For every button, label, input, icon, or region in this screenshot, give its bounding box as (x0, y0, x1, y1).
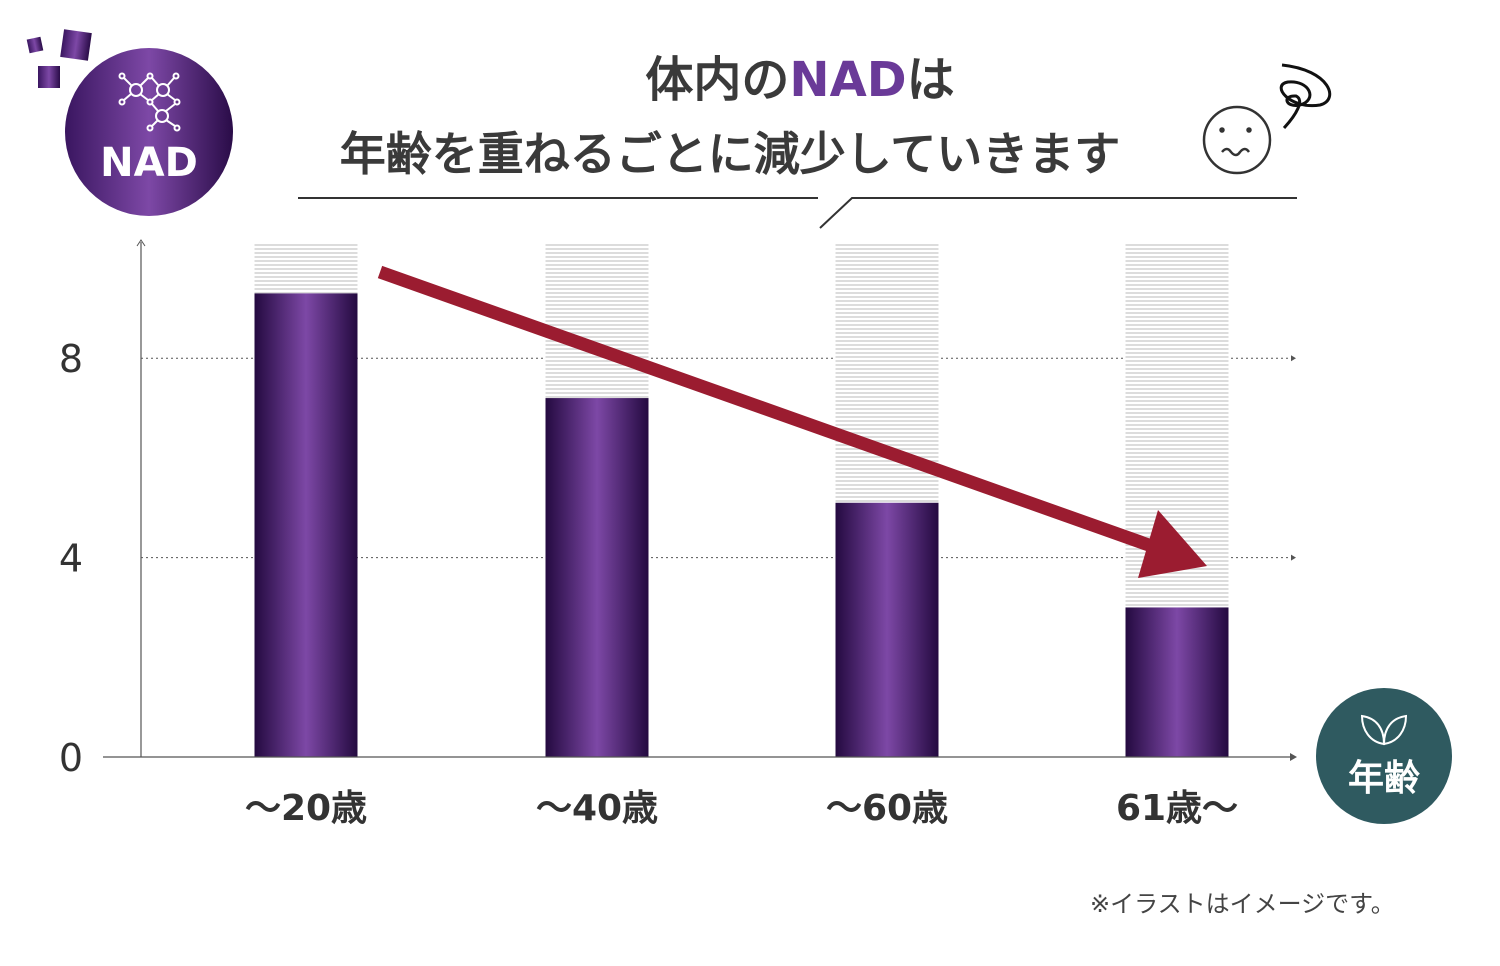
gridline-arrow (1291, 554, 1296, 561)
chart-title-line1: 体内のNADは (300, 40, 1300, 110)
y-tick-label: 8 (59, 337, 83, 381)
y-tick-label: 0 (59, 736, 83, 780)
nad-badge-label: NAD (100, 140, 198, 186)
speech-underline (298, 197, 1297, 229)
scribble-icon (1279, 63, 1332, 130)
title-accent: NAD (789, 52, 907, 108)
age-badge: 年齢 (1316, 688, 1452, 824)
x-tick-label: 〜20歳 (245, 788, 367, 829)
x-tick-label: 61歳〜 (1116, 788, 1238, 829)
bar-background (254, 243, 358, 294)
molecule-icon (118, 72, 181, 132)
bar-1 (545, 398, 649, 757)
trend-arrow (377, 265, 1207, 578)
bar-background (545, 243, 649, 399)
worried-face-icon (1202, 105, 1272, 175)
bar-2 (835, 502, 939, 757)
x-tick-label: 〜60歳 (826, 788, 948, 829)
age-badge-label: 年齢 (1348, 758, 1420, 799)
title-pre: 体内の (645, 52, 790, 108)
gridline-arrow (1291, 355, 1296, 362)
bar-0 (254, 293, 358, 757)
y-tick-label: 4 (59, 537, 83, 581)
bar-3 (1125, 607, 1229, 757)
nad-badge: NAD (26, 29, 233, 216)
leaf-icon (1360, 714, 1408, 746)
footnote: ※イラストはイメージです。 (1090, 890, 1395, 918)
chart-title-line2: 年齢を重ねるごとに減少していきます (339, 127, 1121, 181)
x-tick-label: 〜40歳 (536, 788, 658, 829)
title-post: は (906, 52, 955, 108)
